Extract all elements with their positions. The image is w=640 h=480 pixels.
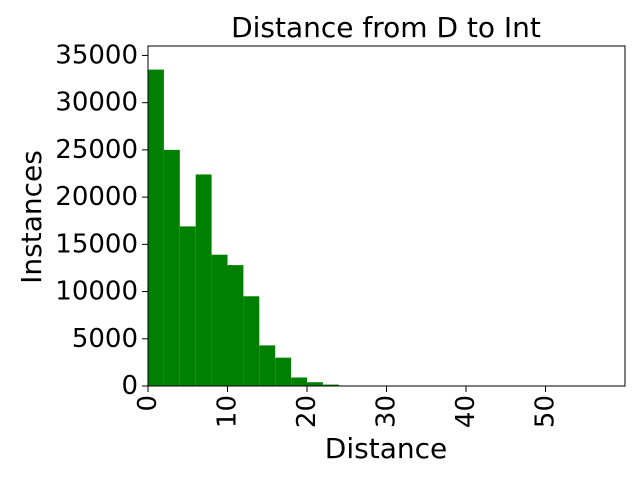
x-tick-label-1: 10 bbox=[213, 395, 243, 428]
chart-title: Distance from D to Int bbox=[231, 11, 541, 44]
histogram-bar-7 bbox=[259, 345, 276, 386]
x-tick-label-4: 40 bbox=[451, 395, 481, 428]
histogram-bar-11 bbox=[322, 384, 339, 386]
histogram-bar-1 bbox=[163, 149, 180, 386]
y-tick-label-2: 10000 bbox=[55, 277, 138, 307]
bars-group bbox=[148, 69, 355, 386]
y-tick-label-5: 25000 bbox=[55, 135, 138, 165]
histogram-bar-8 bbox=[275, 357, 292, 386]
y-tick-label-7: 35000 bbox=[55, 40, 138, 70]
y-tick-label-1: 5000 bbox=[72, 324, 138, 354]
y-axis-label: Instances bbox=[15, 150, 48, 284]
histogram-bar-10 bbox=[307, 382, 323, 386]
histogram-bar-2 bbox=[179, 226, 196, 386]
y-tick-label-6: 30000 bbox=[55, 88, 138, 118]
x-tick-label-2: 20 bbox=[292, 395, 322, 428]
histogram-bar-4 bbox=[211, 254, 228, 386]
histogram-bar-3 bbox=[195, 174, 212, 386]
y-tick-label-0: 0 bbox=[121, 371, 138, 401]
histogram-bar-6 bbox=[243, 296, 260, 386]
x-tick-label-3: 30 bbox=[372, 395, 402, 428]
x-tick-label-5: 50 bbox=[531, 395, 561, 428]
histogram-bar-5 bbox=[227, 265, 244, 386]
histogram-bar-9 bbox=[291, 377, 307, 386]
x-axis: 0 10 20 30 40 50 bbox=[133, 386, 561, 428]
y-tick-label-3: 15000 bbox=[55, 229, 138, 259]
x-axis-label: Distance bbox=[325, 432, 447, 465]
x-tick-label-0: 0 bbox=[133, 395, 163, 412]
y-tick-label-4: 20000 bbox=[55, 182, 138, 212]
y-axis: 0 5000 10000 15000 20000 25000 30000 35000 bbox=[55, 40, 148, 401]
histogram-bar-0 bbox=[148, 69, 164, 386]
